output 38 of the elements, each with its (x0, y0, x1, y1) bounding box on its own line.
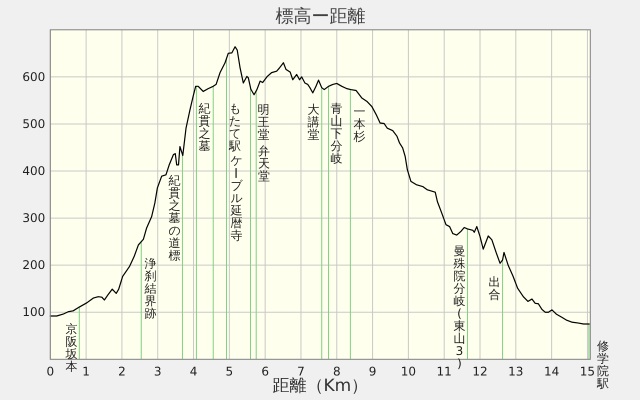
x-tick-label: 14 (544, 364, 560, 378)
x-tick-label: 4 (190, 364, 198, 378)
y-tick-label: 400 (22, 164, 46, 178)
x-tick-label: 6 (261, 364, 269, 378)
x-tick-label: 12 (472, 364, 488, 378)
ref-line-label: ケーブル延暦寺 (228, 154, 242, 243)
ref-line-label: 出合 (488, 274, 501, 302)
y-tick-label: 500 (22, 116, 46, 131)
x-tick-label: 2 (118, 364, 126, 378)
ref-line-label: もたて駅 (229, 101, 242, 153)
ref-line-label: 弁天堂 (258, 144, 270, 183)
ref-line-label: 大講堂 (308, 102, 320, 142)
y-tick-label: 300 (22, 211, 46, 226)
x-tick-label: 3 (154, 364, 162, 378)
x-tick-label: 8 (332, 364, 341, 378)
x-tick-label: 9 (368, 364, 376, 378)
x-tick-label: 7 (297, 364, 305, 378)
x-axis-title: 距離（Km） (272, 376, 368, 396)
ref-line-label: 紀貫之墓の道標 (168, 173, 180, 262)
y-tick-label: 200 (22, 258, 46, 272)
x-tick-label: 10 (400, 364, 416, 378)
ref-line-label: 修学院駅 (596, 339, 609, 390)
x-tick-label: 5 (226, 364, 234, 378)
ref-line-label: 浄刹結界跡 (144, 256, 156, 321)
y-tick-label: 600 (22, 70, 46, 84)
x-tick-label: 11 (436, 364, 452, 378)
ref-line-label: 一本杉 (353, 104, 366, 144)
x-tick-label: 15 (580, 364, 596, 378)
ref-line-label: 紀貫之墓 (198, 101, 210, 153)
x-tick-label: 0 (46, 364, 54, 378)
ref-line-label: 青山下分岐 (330, 101, 343, 166)
x-tick-label: 13 (508, 364, 524, 378)
chart-title: 標高ー距離 (275, 6, 366, 27)
ref-line-label: 曼殊院分岐(東山3) (453, 244, 466, 370)
ref-line-label: 明王堂 (257, 102, 270, 142)
ref-line-label: 京阪坂本 (65, 322, 78, 374)
x-tick-label: 1 (82, 364, 90, 378)
y-tick-label: 100 (22, 305, 46, 320)
